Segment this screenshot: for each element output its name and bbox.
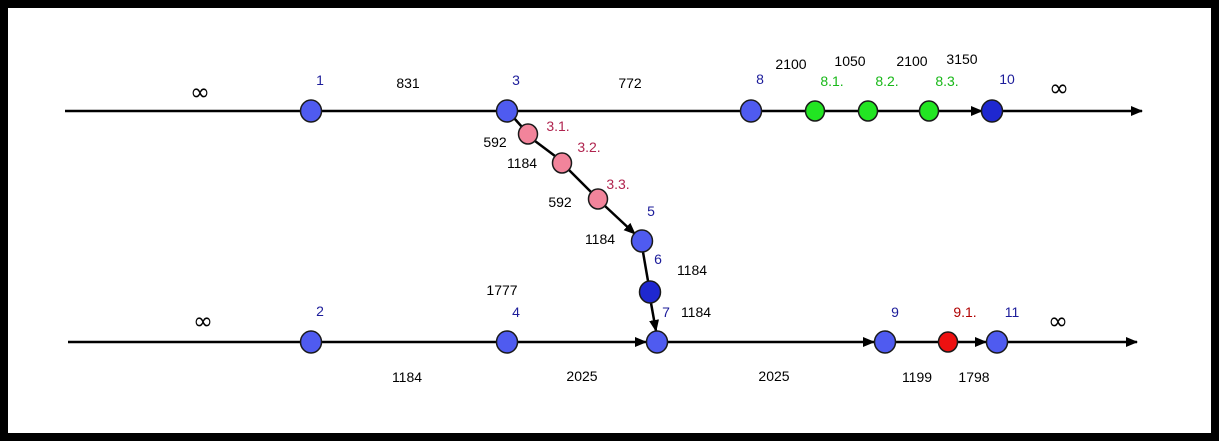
node-10 bbox=[980, 99, 1004, 123]
node-label-3-3: 3.3. bbox=[606, 176, 629, 192]
node-label-8-1: 8.1. bbox=[820, 73, 843, 89]
edge-weight-3-8: 772 bbox=[618, 75, 642, 91]
edge-weight-3-3-1: 592 bbox=[483, 134, 507, 150]
node-label-11: 11 bbox=[1005, 304, 1020, 320]
node-label-10: 10 bbox=[999, 71, 1015, 87]
node-label-8-3: 8.3. bbox=[935, 73, 958, 89]
edge-weight-6-7: 1184 bbox=[681, 304, 711, 320]
node-label-2: 2 bbox=[316, 303, 324, 319]
node-label-3: 3 bbox=[512, 72, 520, 88]
node-1 bbox=[299, 99, 323, 123]
edge-3-3.1 bbox=[513, 117, 523, 128]
edge-weight-3-1-3-2: 1184 bbox=[507, 155, 537, 171]
edge-3.1-3.2 bbox=[534, 140, 556, 157]
nodes-layer bbox=[299, 99, 1009, 354]
node-3-3 bbox=[587, 188, 609, 210]
node-label-3-2: 3.2. bbox=[577, 139, 600, 155]
edge-weight-3-3-5: 1184 bbox=[585, 231, 615, 247]
node-label-3-1: 3.1. bbox=[546, 118, 569, 134]
edge-weight-9-1-11: 1798 bbox=[958, 369, 989, 385]
node-label-8-2: 8.2. bbox=[875, 73, 898, 89]
infinity-label-in-top: ∞ bbox=[190, 78, 210, 106]
edge-6-7 bbox=[649, 302, 659, 332]
edge-weight-5-6: 1184 bbox=[677, 262, 707, 278]
edge-weight-9-9-1: 1199 bbox=[902, 369, 932, 385]
node-11 bbox=[985, 330, 1009, 354]
edge-weight-3-2-3-3: 592 bbox=[548, 194, 572, 210]
edges-layer bbox=[65, 106, 1143, 347]
node-9-1 bbox=[937, 331, 959, 353]
node-8 bbox=[739, 99, 763, 123]
node-5 bbox=[630, 229, 654, 253]
edge-3.2-3.3 bbox=[568, 169, 592, 193]
edge-5-6 bbox=[641, 251, 650, 282]
edge-weight-8-2-8-3: 2100 bbox=[896, 53, 927, 69]
node-label-4: 4 bbox=[512, 304, 520, 320]
edge-weight-4-top: 1777 bbox=[486, 282, 517, 298]
edge-weight-8-1-8-2: 1050 bbox=[834, 53, 865, 69]
node-label-7: 7 bbox=[662, 304, 670, 320]
node-label-9: 9 bbox=[891, 304, 899, 320]
node-3 bbox=[495, 99, 519, 123]
node-4 bbox=[495, 330, 519, 354]
infinity-label-11-out: ∞ bbox=[1048, 307, 1068, 335]
node-label-5: 5 bbox=[647, 203, 655, 219]
edge-3.3-5 bbox=[604, 205, 636, 235]
node-6 bbox=[638, 280, 662, 304]
edge-weight-1-3: 831 bbox=[396, 75, 420, 91]
node-8-2 bbox=[857, 100, 879, 122]
infinity-label-10-out: ∞ bbox=[1049, 74, 1069, 102]
node-7 bbox=[645, 330, 669, 354]
node-3-1 bbox=[517, 123, 539, 145]
node-label-6: 6 bbox=[654, 251, 662, 267]
edge-weight-8-8-1: 2100 bbox=[775, 56, 806, 72]
infinity-label-in-bottom: ∞ bbox=[193, 307, 213, 335]
edge-weight-2-4: 1184 bbox=[392, 369, 422, 385]
labels-layer: 1 2 3 4 5 6 7 8 9 10 11 3.1. 3.2. 3.3. 8.1. 8.2. 8.3. 9.1… bbox=[190, 51, 1069, 385]
node-9 bbox=[873, 330, 897, 354]
node-label-1: 1 bbox=[316, 72, 324, 88]
node-3-2 bbox=[551, 152, 573, 174]
node-8-1 bbox=[804, 100, 826, 122]
node-label-8: 8 bbox=[756, 71, 764, 87]
node-8-3 bbox=[918, 100, 940, 122]
edge-weight-4-7: 2025 bbox=[566, 368, 597, 384]
edge-weight-8-3-10: 3150 bbox=[946, 51, 977, 67]
node-2 bbox=[299, 330, 323, 354]
node-label-9-1: 9.1. bbox=[953, 304, 976, 320]
edge-weight-7-9: 2025 bbox=[758, 368, 789, 384]
